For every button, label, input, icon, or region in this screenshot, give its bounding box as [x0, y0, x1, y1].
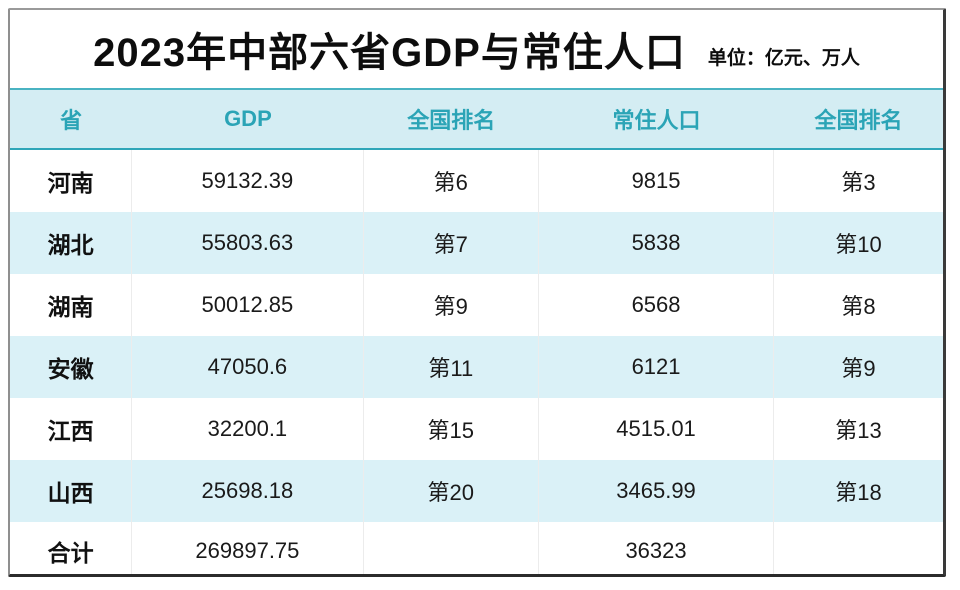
- cell-population: 6568: [539, 274, 775, 336]
- cell-pop-rank: 第13: [835, 418, 882, 443]
- cell-population: 36323: [539, 522, 775, 574]
- cell-province: 河南: [10, 150, 133, 212]
- cell-pop-rank: 第3: [841, 170, 876, 195]
- cell-gdp-rank: [364, 522, 539, 574]
- cell-province: 安徽: [10, 336, 133, 398]
- cell-gdp-rank: 第20: [364, 460, 539, 522]
- cell-gdp-rank: 第11: [364, 336, 539, 398]
- page-title: 2023年中部六省GDP与常住人口: [93, 31, 686, 75]
- cell-province: 湖北: [10, 212, 133, 274]
- cell-population: 4515.01: [539, 398, 775, 460]
- table-row-henan: 河南 59132.39 第6 9815 第3: [10, 150, 943, 212]
- cell-gdp: 25698.18: [132, 460, 364, 522]
- column-header-gdp: GDP: [224, 106, 272, 131]
- table-header-row: 省 GDP 全国排名 常住人口 全国排名: [10, 88, 943, 150]
- cell-gdp-rank: 第15: [364, 398, 539, 460]
- cell-pop-rank: 第18: [835, 480, 882, 505]
- column-header-pop-rank: 全国排名: [814, 108, 903, 133]
- table-row-hunan: 湖南 50012.85 第9 6568 第8: [10, 274, 943, 336]
- cell-gdp-rank: 第9: [364, 274, 539, 336]
- cell-province: 江西: [10, 398, 133, 460]
- cell-province: 山西: [10, 460, 133, 522]
- cell-pop-rank: 第10: [835, 232, 882, 257]
- table-row-jiangxi: 江西 32200.1 第15 4515.01 第13: [10, 398, 943, 460]
- cell-population: 3465.99: [539, 460, 775, 522]
- cell-gdp: 55803.63: [132, 212, 364, 274]
- column-header-province: 省: [60, 108, 83, 133]
- cell-pop-rank: 第8: [841, 294, 876, 319]
- cell-province: 湖南: [10, 274, 133, 336]
- cell-gdp: 32200.1: [132, 398, 364, 460]
- cell-population: 5838: [539, 212, 775, 274]
- cell-population: 9815: [539, 150, 775, 212]
- table-row-anhui: 安徽 47050.6 第11 6121 第9: [10, 336, 943, 398]
- cell-gdp-rank: 第6: [364, 150, 539, 212]
- unit-note: 单位：亿元、万人: [707, 47, 860, 69]
- column-header-gdp-rank: 全国排名: [407, 108, 496, 133]
- cell-gdp: 59132.39: [132, 150, 364, 212]
- title-bar: 2023年中部六省GDP与常住人口 单位：亿元、万人: [10, 10, 943, 88]
- cell-population: 6121: [539, 336, 775, 398]
- cell-province: 合计: [10, 522, 133, 574]
- table-row-shanxi: 山西 25698.18 第20 3465.99 第18: [10, 460, 943, 522]
- cell-gdp: 269897.75: [132, 522, 364, 574]
- cell-gdp: 47050.6: [132, 336, 364, 398]
- cell-pop-rank: [774, 522, 943, 574]
- table-row-hubei: 湖北 55803.63 第7 5838 第10: [10, 212, 943, 274]
- table-card: 2023年中部六省GDP与常住人口 单位：亿元、万人 省 GDP 全国排名 常住…: [8, 8, 946, 577]
- cell-gdp: 50012.85: [132, 274, 364, 336]
- table-row-total: 合计 269897.75 36323: [10, 522, 943, 574]
- cell-gdp-rank: 第7: [364, 212, 539, 274]
- cell-pop-rank: 第9: [841, 356, 876, 381]
- column-header-population: 常住人口: [612, 108, 701, 133]
